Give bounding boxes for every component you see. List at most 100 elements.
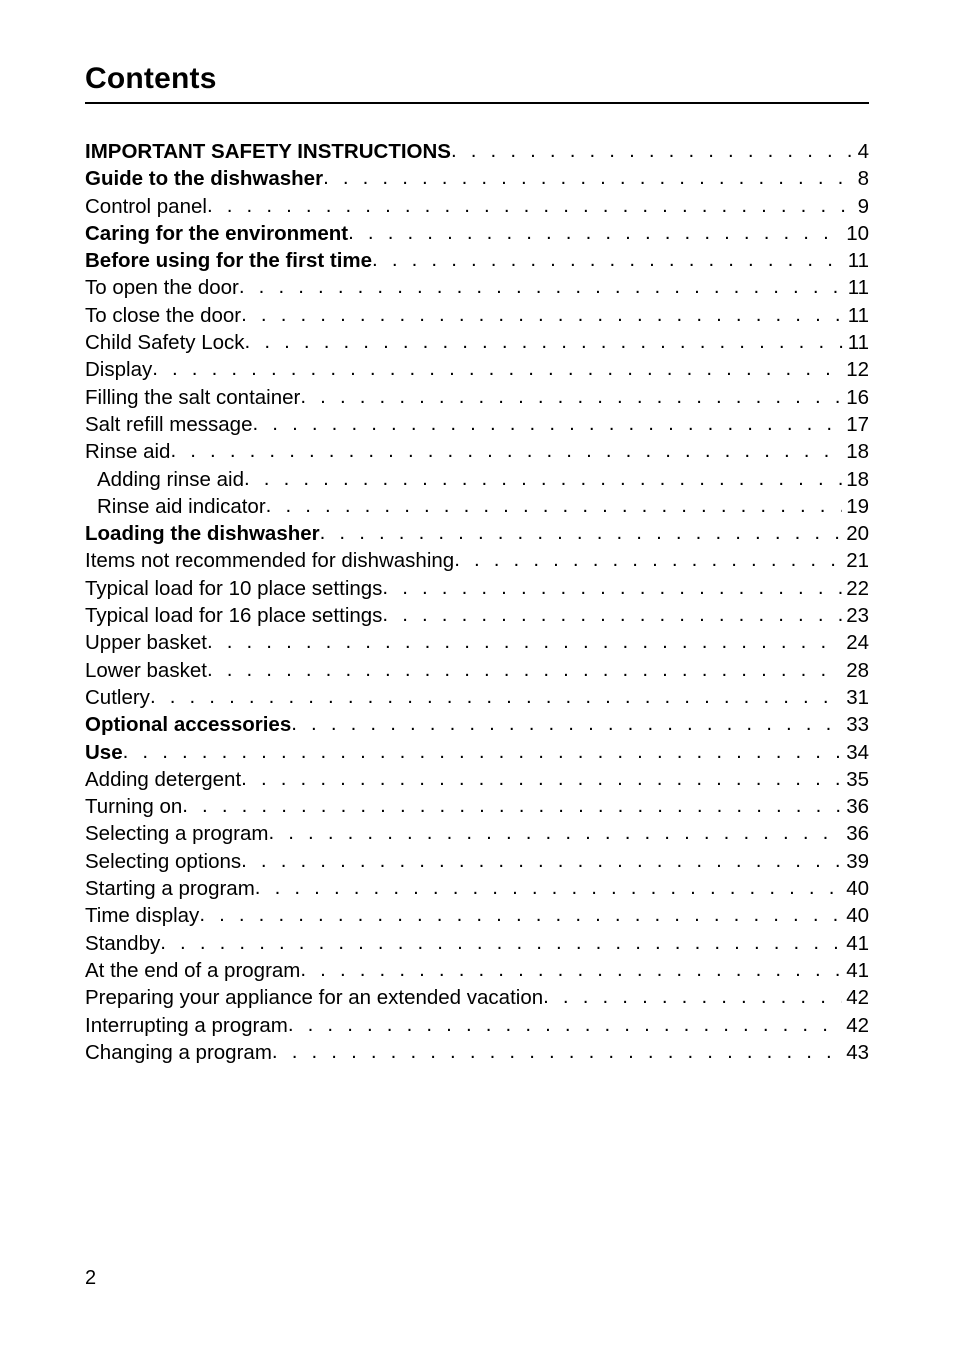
toc-page-number: 11	[844, 306, 869, 327]
toc-row: Use 34	[85, 743, 869, 764]
toc-page-number: 31	[842, 688, 869, 709]
toc-leader-dots	[241, 769, 842, 790]
toc-row: Salt refill message17	[85, 415, 869, 436]
toc-label: Lower basket	[85, 661, 207, 682]
toc-page-number: 24	[842, 633, 869, 654]
toc-label: Turning on	[85, 797, 182, 818]
page-title: Contents	[85, 62, 869, 96]
toc-page-number: 11	[844, 278, 869, 299]
toc-label: Use	[85, 743, 123, 764]
toc-row: Display12	[85, 360, 869, 381]
toc-label: Changing a program	[85, 1043, 272, 1064]
toc-leader-dots	[245, 332, 844, 353]
toc-row: Turning on 36	[85, 797, 869, 818]
toc-leader-dots	[348, 223, 842, 244]
toc-row: Typical load for 10 place settings 22	[85, 579, 869, 600]
toc-row: Control panel9	[85, 197, 869, 218]
toc-leader-dots	[170, 441, 842, 462]
toc-label: Caring for the environment	[85, 224, 348, 245]
toc-leader-dots	[150, 687, 842, 708]
toc-page-number: 41	[842, 934, 869, 955]
toc-leader-dots	[160, 933, 842, 954]
toc-row: IMPORTANT SAFETY INSTRUCTIONS4	[85, 142, 869, 163]
toc-page-number: 33	[842, 715, 869, 736]
toc-page-number: 40	[842, 906, 869, 927]
toc-row: To close the door11	[85, 306, 869, 327]
toc-row: Optional accessories 33	[85, 715, 869, 736]
toc-row: Caring for the environment10	[85, 224, 869, 245]
toc-label: Adding rinse aid	[85, 470, 244, 491]
toc-page-number: 34	[842, 743, 869, 764]
toc-label: Before using for the first time	[85, 251, 372, 272]
toc-label: Optional accessories	[85, 715, 291, 736]
toc-row: Starting a program40	[85, 879, 869, 900]
toc-leader-dots	[207, 660, 842, 681]
toc-leader-dots	[300, 387, 842, 408]
toc-label: Time display	[85, 906, 199, 927]
toc-label: Loading the dishwasher	[85, 524, 320, 545]
toc-label: Typical load for 10 place settings	[85, 579, 382, 600]
toc-leader-dots	[382, 578, 842, 599]
toc-row: Upper basket 24	[85, 633, 869, 654]
toc-leader-dots	[272, 1042, 842, 1063]
toc-row: At the end of a program41	[85, 961, 869, 982]
toc-leader-dots	[244, 469, 842, 490]
toc-label: Child Safety Lock	[85, 333, 245, 354]
toc-page-number: 42	[842, 988, 869, 1009]
toc-page-number: 20	[842, 524, 869, 545]
toc-label: Upper basket	[85, 633, 207, 654]
toc-label: Items not recommended for dishwashing	[85, 551, 454, 572]
toc-page-number: 36	[842, 797, 869, 818]
toc-row: Before using for the first time 11	[85, 251, 869, 272]
toc-row: Preparing your appliance for an extended…	[85, 988, 869, 1009]
toc-label: Guide to the dishwasher	[85, 169, 323, 190]
toc-page-number: 17	[842, 415, 869, 436]
toc-leader-dots	[266, 496, 843, 517]
toc-label: Rinse aid indicator	[85, 497, 266, 518]
toc-leader-dots	[291, 714, 842, 735]
toc-page-number: 12	[842, 360, 869, 381]
toc-row: Selecting a program36	[85, 824, 869, 845]
toc-row: Time display 40	[85, 906, 869, 927]
toc-page-number: 11	[844, 251, 869, 272]
page: Contents IMPORTANT SAFETY INSTRUCTIONS4 G…	[0, 0, 954, 1352]
toc-leader-dots	[123, 742, 843, 763]
toc-page-number: 41	[842, 961, 869, 982]
toc-label: Control panel	[85, 197, 207, 218]
toc-label: Preparing your appliance for an extended…	[85, 988, 543, 1009]
toc-page-number: 36	[842, 824, 869, 845]
toc-leader-dots	[182, 796, 842, 817]
toc-page-number: 19	[842, 497, 869, 518]
toc-page-number: 18	[842, 442, 869, 463]
toc-row: Guide to the dishwasher8	[85, 169, 869, 190]
toc-label: Standby	[85, 934, 160, 955]
toc-leader-dots	[382, 605, 842, 626]
toc-row: Items not recommended for dishwashing21	[85, 551, 869, 572]
toc-page-number: 22	[842, 579, 869, 600]
toc-page-number: 35	[842, 770, 869, 791]
toc-leader-dots	[255, 878, 842, 899]
toc-row: Filling the salt container16	[85, 388, 869, 409]
toc-leader-dots	[241, 851, 842, 872]
toc-row: Cutlery 31	[85, 688, 869, 709]
toc-leader-dots	[300, 960, 842, 981]
toc-row: Rinse aid 18	[85, 442, 869, 463]
toc-label: Starting a program	[85, 879, 255, 900]
toc-page-number: 18	[842, 470, 869, 491]
page-number: 2	[85, 1267, 96, 1290]
toc-label: Rinse aid	[85, 442, 170, 463]
toc-label: Selecting options	[85, 852, 241, 873]
toc-page-number: 42	[842, 1016, 869, 1037]
toc-row: Adding detergent35	[85, 770, 869, 791]
toc-row: Selecting options39	[85, 852, 869, 873]
table-of-contents: IMPORTANT SAFETY INSTRUCTIONS4 Guide to t…	[85, 142, 869, 1063]
toc-leader-dots	[207, 632, 842, 653]
toc-leader-dots	[454, 550, 842, 571]
toc-row: Typical load for 16 place settings23	[85, 606, 869, 627]
toc-leader-dots	[323, 168, 854, 189]
toc-label: Cutlery	[85, 688, 150, 709]
toc-leader-dots	[152, 359, 842, 380]
toc-page-number: 11	[844, 333, 869, 354]
toc-leader-dots	[451, 141, 854, 162]
toc-row: Lower basket28	[85, 661, 869, 682]
